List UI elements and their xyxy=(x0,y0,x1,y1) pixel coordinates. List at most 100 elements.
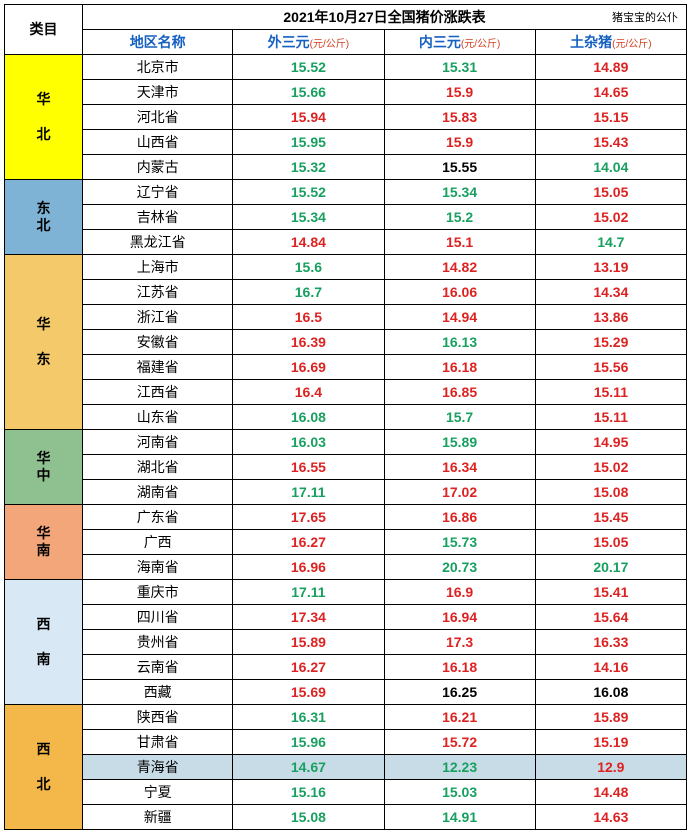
price-cell: 15.73 xyxy=(384,530,535,555)
price-cell: 14.89 xyxy=(535,55,686,80)
region-name: 四川省 xyxy=(83,605,233,630)
price-cell: 16.13 xyxy=(384,330,535,355)
price-cell: 16.18 xyxy=(384,355,535,380)
price-cell: 16.69 xyxy=(233,355,384,380)
price-cell: 14.04 xyxy=(535,155,686,180)
price-cell: 15.34 xyxy=(384,180,535,205)
title-cell: 2021年10月27日全国猪价涨跌表猪宝宝的公仆 xyxy=(83,5,687,30)
price-cell: 16.33 xyxy=(535,630,686,655)
price-cell: 16.31 xyxy=(233,705,384,730)
price-cell: 15.94 xyxy=(233,105,384,130)
price-cell: 16.08 xyxy=(535,680,686,705)
price-cell: 16.4 xyxy=(233,380,384,405)
group-西北: 西北 xyxy=(5,705,83,830)
price-cell: 16.27 xyxy=(233,655,384,680)
region-name: 内蒙古 xyxy=(83,155,233,180)
column-header: 地区名称 xyxy=(83,30,233,55)
price-cell: 15.15 xyxy=(535,105,686,130)
region-name: 广东省 xyxy=(83,505,233,530)
region-name: 重庆市 xyxy=(83,580,233,605)
price-cell: 16.94 xyxy=(384,605,535,630)
price-cell: 15.6 xyxy=(233,255,384,280)
price-cell: 15.45 xyxy=(535,505,686,530)
price-cell: 14.48 xyxy=(535,780,686,805)
price-cell: 14.34 xyxy=(535,280,686,305)
price-cell: 15.89 xyxy=(233,630,384,655)
region-name: 安徽省 xyxy=(83,330,233,355)
price-cell: 16.25 xyxy=(384,680,535,705)
price-cell: 16.7 xyxy=(233,280,384,305)
region-name: 海南省 xyxy=(83,555,233,580)
group-华南: 华南 xyxy=(5,505,83,580)
price-cell: 15.9 xyxy=(384,130,535,155)
region-name: 宁夏 xyxy=(83,780,233,805)
region-name: 福建省 xyxy=(83,355,233,380)
pork-price-table: 类目2021年10月27日全国猪价涨跌表猪宝宝的公仆地区名称外三元(元/公斤)内… xyxy=(4,4,687,830)
price-cell: 15.41 xyxy=(535,580,686,605)
price-cell: 16.85 xyxy=(384,380,535,405)
price-cell: 14.16 xyxy=(535,655,686,680)
price-cell: 17.3 xyxy=(384,630,535,655)
price-cell: 14.67 xyxy=(233,755,384,780)
group-西南: 西南 xyxy=(5,580,83,705)
table-title: 2021年10月27日全国猪价涨跌表 xyxy=(283,9,485,25)
price-cell: 17.11 xyxy=(233,580,384,605)
price-cell: 15.11 xyxy=(535,405,686,430)
region-name: 上海市 xyxy=(83,255,233,280)
price-cell: 17.11 xyxy=(233,480,384,505)
price-cell: 15.16 xyxy=(233,780,384,805)
price-cell: 17.65 xyxy=(233,505,384,530)
price-cell: 16.9 xyxy=(384,580,535,605)
price-cell: 16.06 xyxy=(384,280,535,305)
price-cell: 16.34 xyxy=(384,455,535,480)
price-cell: 12.9 xyxy=(535,755,686,780)
region-name: 辽宁省 xyxy=(83,180,233,205)
price-cell: 15.9 xyxy=(384,80,535,105)
region-name: 青海省 xyxy=(83,755,233,780)
price-cell: 14.84 xyxy=(233,230,384,255)
region-name: 山东省 xyxy=(83,405,233,430)
price-cell: 17.02 xyxy=(384,480,535,505)
price-cell: 15.7 xyxy=(384,405,535,430)
price-cell: 15.34 xyxy=(233,205,384,230)
column-header: 内三元(元/公斤) xyxy=(384,30,535,55)
group-华北: 华北 xyxy=(5,55,83,180)
price-cell: 15.69 xyxy=(233,680,384,705)
region-name: 贵州省 xyxy=(83,630,233,655)
price-cell: 20.17 xyxy=(535,555,686,580)
price-cell: 15.66 xyxy=(233,80,384,105)
price-cell: 15.31 xyxy=(384,55,535,80)
region-name: 吉林省 xyxy=(83,205,233,230)
group-华中: 华中 xyxy=(5,430,83,505)
price-cell: 14.63 xyxy=(535,805,686,830)
price-cell: 15.83 xyxy=(384,105,535,130)
price-cell: 16.03 xyxy=(233,430,384,455)
price-cell: 13.86 xyxy=(535,305,686,330)
region-name: 湖北省 xyxy=(83,455,233,480)
price-cell: 16.96 xyxy=(233,555,384,580)
price-cell: 15.89 xyxy=(535,705,686,730)
region-name: 浙江省 xyxy=(83,305,233,330)
region-name: 河南省 xyxy=(83,430,233,455)
category-header: 类目 xyxy=(5,5,83,55)
price-cell: 14.65 xyxy=(535,80,686,105)
region-name: 陕西省 xyxy=(83,705,233,730)
price-cell: 16.08 xyxy=(233,405,384,430)
price-cell: 15.43 xyxy=(535,130,686,155)
region-name: 黑龙江省 xyxy=(83,230,233,255)
price-cell: 15.52 xyxy=(233,55,384,80)
column-header: 外三元(元/公斤) xyxy=(233,30,384,55)
region-name: 江苏省 xyxy=(83,280,233,305)
price-cell: 16.55 xyxy=(233,455,384,480)
region-name: 西藏 xyxy=(83,680,233,705)
region-name: 新疆 xyxy=(83,805,233,830)
price-cell: 17.34 xyxy=(233,605,384,630)
price-cell: 15.02 xyxy=(535,205,686,230)
price-cell: 15.32 xyxy=(233,155,384,180)
price-cell: 15.55 xyxy=(384,155,535,180)
price-cell: 15.95 xyxy=(233,130,384,155)
region-name: 湖南省 xyxy=(83,480,233,505)
price-cell: 15.52 xyxy=(233,180,384,205)
price-cell: 16.86 xyxy=(384,505,535,530)
price-cell: 15.03 xyxy=(384,780,535,805)
